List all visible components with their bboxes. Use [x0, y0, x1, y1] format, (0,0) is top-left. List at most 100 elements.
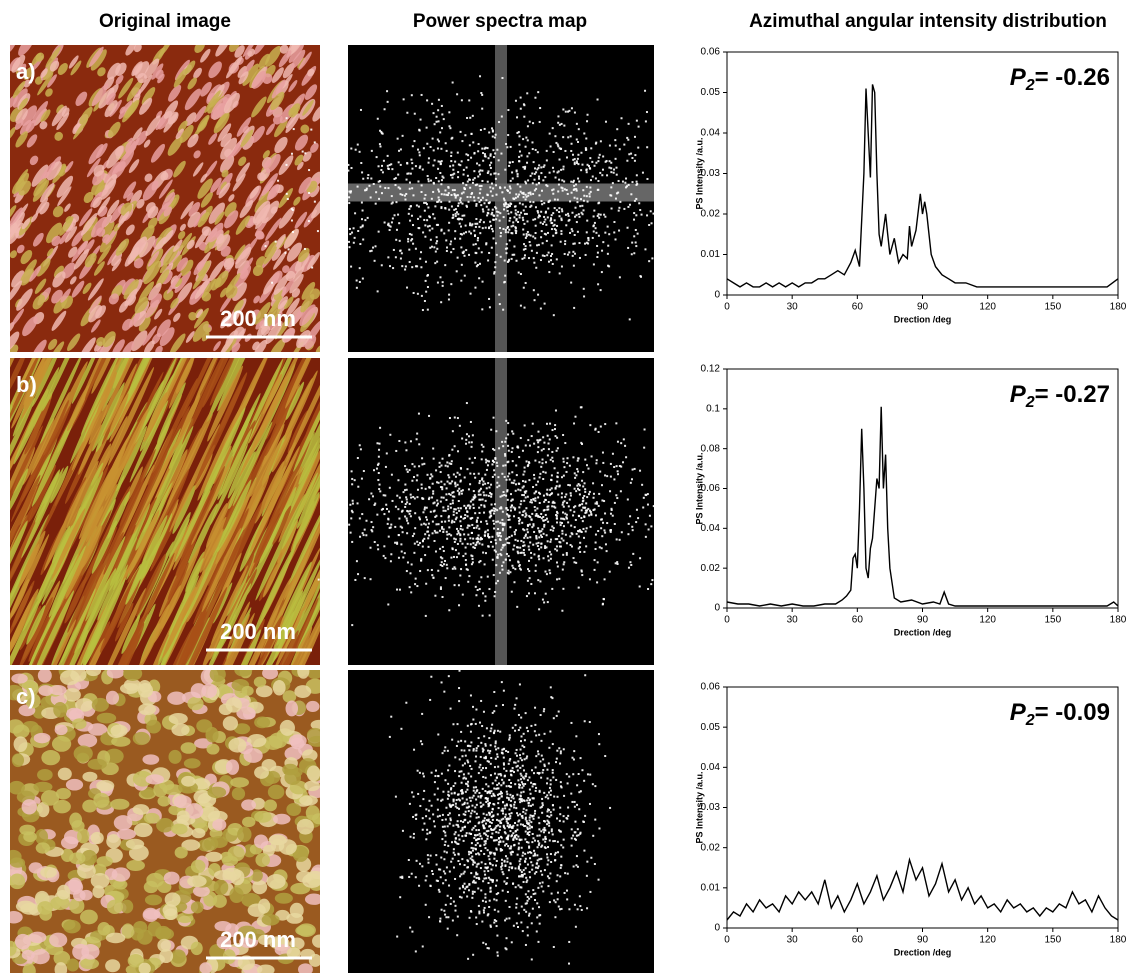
- spectrum-dot: [308, 192, 310, 194]
- spectrum-dot: [601, 250, 603, 252]
- spectrum-dot: [529, 445, 531, 447]
- spectrum-dot: [625, 456, 627, 458]
- spectrum-dot: [525, 444, 527, 446]
- spectrum-dot: [540, 236, 542, 238]
- spectrum-dot: [653, 505, 655, 507]
- spectrum-dot: [534, 509, 536, 511]
- spectrum-dot: [479, 263, 481, 265]
- spectrum-dot: [551, 505, 553, 507]
- spectrum-dot: [507, 206, 509, 208]
- spectrum-dot: [535, 787, 537, 789]
- spectrum-dot: [439, 462, 441, 464]
- spectrum-dot: [450, 152, 452, 154]
- spectrum-dot: [432, 813, 434, 815]
- spectrum-dot: [481, 251, 483, 253]
- spectrum-dot: [576, 198, 578, 200]
- spectrum-dot: [515, 529, 517, 531]
- spectrum-dot: [479, 542, 481, 544]
- spectrum-dot: [425, 516, 427, 518]
- spectrum-dot: [425, 261, 427, 263]
- spectrum-dot: [578, 535, 580, 537]
- spectrum-dot: [482, 160, 484, 162]
- spectrum-dot: [507, 231, 509, 233]
- spectrum-dot: [428, 157, 430, 159]
- image-texture: [37, 769, 53, 781]
- spectrum-dot: [465, 439, 467, 441]
- spectrum-dot: [579, 546, 581, 548]
- spectrum-dot: [523, 223, 525, 225]
- image-texture: [237, 827, 251, 843]
- spectrum-dot: [341, 220, 343, 222]
- spectrum-dot: [614, 139, 616, 141]
- image-texture: [120, 683, 139, 694]
- spectrum-dot: [585, 149, 587, 151]
- spectrum-dot: [530, 725, 532, 727]
- spectrum-dot: [526, 196, 528, 198]
- spectrum-dot: [417, 218, 419, 220]
- spectrum-dot: [434, 540, 436, 542]
- spectrum-dot: [573, 557, 575, 559]
- spectrum-dot: [292, 231, 294, 233]
- image-texture: [133, 804, 150, 815]
- spectrum-dot: [424, 554, 426, 556]
- spectrum-dot: [326, 204, 328, 206]
- spectrum-dot: [452, 217, 454, 219]
- spectrum-dot: [581, 503, 583, 505]
- spectrum-dot: [609, 571, 611, 573]
- spectrum-dot: [612, 182, 614, 184]
- spectrum-dot: [455, 485, 457, 487]
- spectrum-dot: [612, 515, 614, 517]
- spectrum-dot: [542, 458, 544, 460]
- spectrum-dot: [527, 465, 529, 467]
- spectrum-dot: [541, 528, 543, 530]
- spectrum-dot: [528, 570, 530, 572]
- afm-image: [0, 308, 343, 716]
- image-texture: [50, 685, 67, 695]
- spectrum-dot: [532, 193, 534, 195]
- spectrum-dot: [492, 131, 494, 133]
- spectrum-dot: [566, 552, 568, 554]
- image-texture: [110, 799, 129, 810]
- spectrum-dot: [436, 224, 438, 226]
- spectrum-dot: [478, 581, 480, 583]
- spectrum-dot: [504, 455, 506, 457]
- spectrum-dot: [537, 579, 539, 581]
- spectrum-dot: [469, 187, 471, 189]
- spectrum-dot: [551, 451, 553, 453]
- spectrum-dot: [529, 913, 531, 915]
- spectrum-dot: [528, 545, 530, 547]
- spectrum-dot: [387, 256, 389, 258]
- spectrum-dot: [516, 812, 518, 814]
- spectrum-dot: [509, 239, 511, 241]
- spectrum-dot: [608, 233, 610, 235]
- power-spectrum: [348, 668, 654, 973]
- spectrum-dot: [518, 561, 520, 563]
- spectrum-dot: [339, 133, 341, 135]
- spectrum-dot: [517, 175, 519, 177]
- spectrum-dot: [340, 181, 342, 183]
- spectrum-dot: [350, 266, 352, 268]
- spectrum-dot: [423, 775, 425, 777]
- spectrum-dot: [482, 281, 484, 283]
- spectrum-dot: [522, 217, 524, 219]
- spectrum-dot: [698, 230, 700, 232]
- spectrum-dot: [482, 499, 484, 501]
- spectrum-dot: [438, 140, 440, 142]
- spectrum-dot: [551, 228, 553, 230]
- spectrum-dot: [532, 148, 534, 150]
- spectrum-dot: [538, 548, 540, 550]
- spectrum-dot: [554, 548, 556, 550]
- spectrum-dot: [563, 466, 565, 468]
- spectrum-dot: [548, 261, 550, 263]
- spectrum-dot: [448, 515, 450, 517]
- spectrum-dot: [525, 282, 527, 284]
- spectrum-dot: [560, 169, 562, 171]
- spectrum-dot: [545, 224, 547, 226]
- spectrum-dot: [450, 155, 452, 157]
- spectrum-dot: [522, 545, 524, 547]
- spectrum-dot: [463, 773, 465, 775]
- spectrum-dot: [585, 254, 587, 256]
- spectrum-dot: [468, 254, 470, 256]
- panel-label: a): [16, 59, 36, 84]
- spectrum-dot: [415, 818, 417, 820]
